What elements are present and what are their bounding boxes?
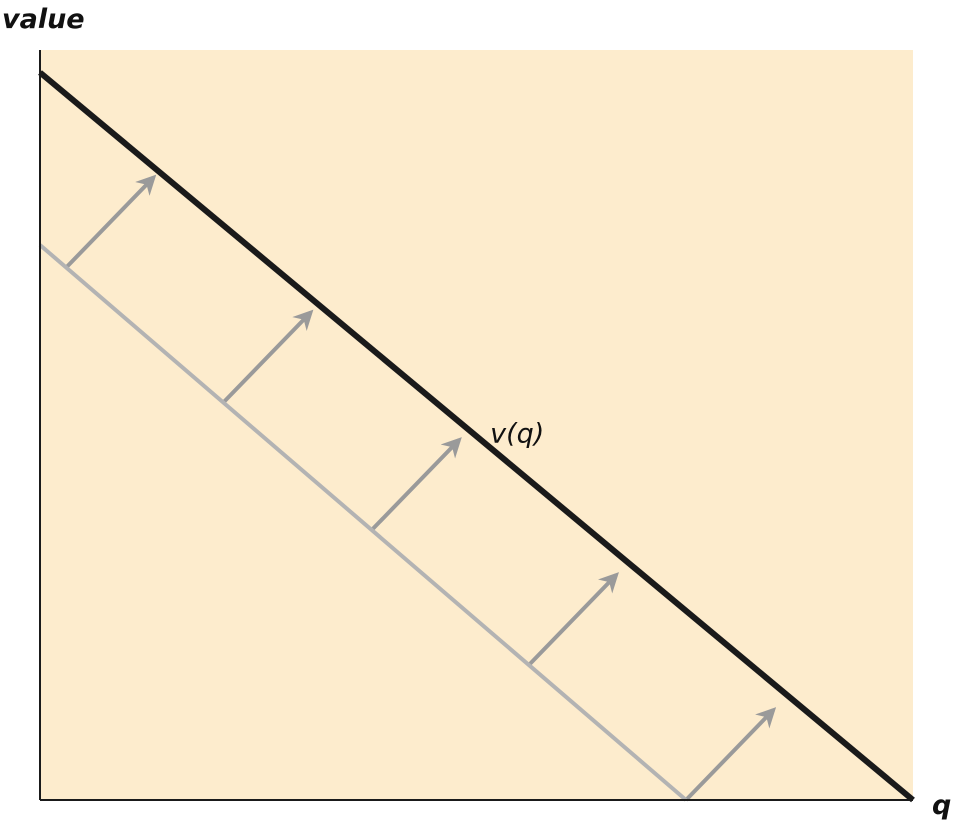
shift-arrow-2 — [221, 309, 314, 404]
curve-label-v-q: v(q) — [490, 419, 544, 450]
y-axis-label: value — [2, 4, 85, 35]
shift-arrow-4 — [527, 572, 619, 667]
shift-arrow-3 — [370, 437, 462, 532]
series-lines — [38, 70, 915, 803]
series-line-shifted — [38, 243, 688, 802]
x-axis-label: q — [932, 790, 951, 821]
series-line-v-q — [38, 70, 915, 803]
shift-arrow-1 — [64, 174, 157, 269]
shift-arrow-5 — [684, 707, 777, 802]
shift-arrows — [64, 174, 777, 802]
